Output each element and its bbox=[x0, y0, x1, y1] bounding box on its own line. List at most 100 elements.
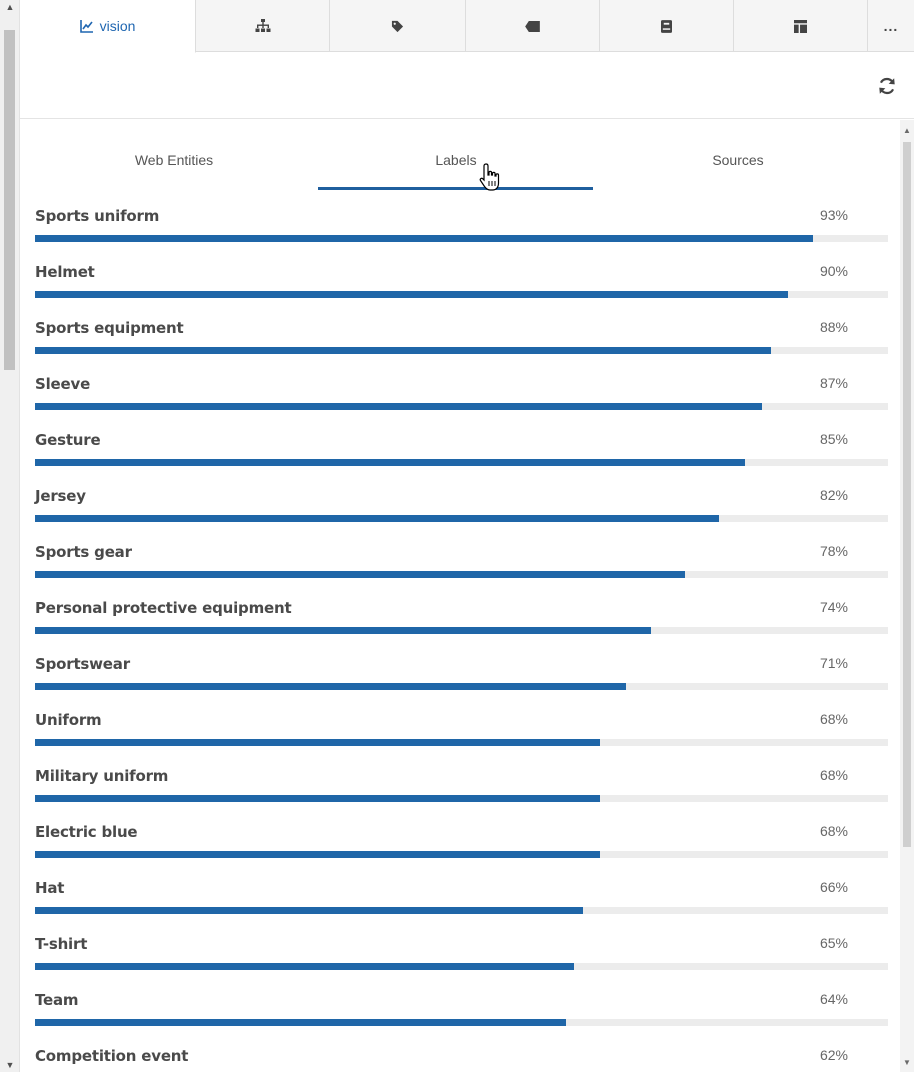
label-score: 90% bbox=[819, 263, 848, 279]
label-name: Electric blue bbox=[35, 823, 138, 841]
list-item: Sports equipment 88% bbox=[35, 310, 888, 366]
vision-results-panel: Web Entities Labels Sources Sports unifo… bbox=[20, 120, 914, 1072]
hand-cursor-icon bbox=[479, 163, 500, 191]
score-bar-track bbox=[35, 403, 888, 410]
tab-labels[interactable] bbox=[466, 0, 600, 52]
score-bar-track bbox=[35, 739, 888, 746]
tab-structure[interactable] bbox=[196, 0, 330, 52]
subtab-labels[interactable]: Labels bbox=[435, 152, 477, 168]
score-bar-fill bbox=[35, 235, 813, 242]
score-bar-fill bbox=[35, 347, 771, 354]
label-name: Personal protective equipment bbox=[35, 599, 292, 617]
scroll-down-icon[interactable]: ▼ bbox=[5, 1060, 15, 1070]
score-bar-track bbox=[35, 851, 888, 858]
list-item: Sportswear 71% bbox=[35, 646, 888, 702]
panel-scroll-up-icon[interactable]: ▲ bbox=[903, 126, 911, 135]
score-bar-track bbox=[35, 235, 888, 242]
list-item: Uniform 68% bbox=[35, 702, 888, 758]
label-score: 64% bbox=[819, 991, 848, 1007]
panel-scroll-down-icon[interactable]: ▼ bbox=[903, 1058, 911, 1067]
list-item: T-shirt 65% bbox=[35, 926, 888, 982]
tab-vision[interactable]: vision bbox=[20, 0, 196, 53]
tab-more[interactable]: ... bbox=[868, 0, 914, 52]
label-name: Jersey bbox=[35, 487, 86, 505]
score-bar-track bbox=[35, 515, 888, 522]
more-icon: ... bbox=[883, 18, 899, 34]
score-bar-fill bbox=[35, 851, 600, 858]
score-bar-fill bbox=[35, 403, 762, 410]
scroll-up-icon[interactable]: ▲ bbox=[5, 2, 15, 12]
score-bar-fill bbox=[35, 683, 626, 690]
label-name: Sports gear bbox=[35, 543, 132, 561]
label-score: 93% bbox=[819, 207, 848, 223]
list-item: Sports gear 78% bbox=[35, 534, 888, 590]
score-bar-track bbox=[35, 627, 888, 634]
label-score: 78% bbox=[819, 543, 848, 559]
score-bar-track bbox=[35, 963, 888, 970]
label-name: Competition event bbox=[35, 1047, 189, 1065]
list-item: Sleeve 87% bbox=[35, 366, 888, 422]
active-subtab-indicator bbox=[318, 187, 593, 190]
panel-scrollbar-thumb[interactable] bbox=[903, 142, 911, 847]
list-item: Military uniform 68% bbox=[35, 758, 888, 814]
list-item: Gesture 85% bbox=[35, 422, 888, 478]
score-bar-fill bbox=[35, 1019, 566, 1026]
table-layout-icon bbox=[794, 19, 807, 33]
label-score: 87% bbox=[819, 375, 848, 391]
list-item: Jersey 82% bbox=[35, 478, 888, 534]
list-item: Sports uniform 93% bbox=[35, 198, 888, 254]
tool-tab-bar: vision bbox=[20, 0, 914, 53]
list-item: Team 64% bbox=[35, 982, 888, 1038]
score-bar-track bbox=[35, 683, 888, 690]
score-bar-fill bbox=[35, 627, 651, 634]
refresh-icon[interactable] bbox=[876, 75, 898, 97]
list-item: Hat 66% bbox=[35, 870, 888, 926]
score-bar-fill bbox=[35, 963, 574, 970]
label-name: Gesture bbox=[35, 431, 101, 449]
label-score: 68% bbox=[819, 767, 848, 783]
label-list: Sports uniform 93% Helmet 90% Sports equipme… bbox=[35, 198, 888, 1072]
label-name: Sports uniform bbox=[35, 207, 160, 225]
page-scrollbar-thumb[interactable] bbox=[4, 30, 15, 370]
score-bar-track bbox=[35, 347, 888, 354]
list-item: Electric blue 68% bbox=[35, 814, 888, 870]
label-name: Sleeve bbox=[35, 375, 91, 393]
tag-icon bbox=[391, 20, 404, 32]
subtab-sources[interactable]: Sources bbox=[712, 152, 764, 168]
tab-book[interactable] bbox=[600, 0, 734, 52]
label-score: 82% bbox=[819, 487, 848, 503]
score-bar-fill bbox=[35, 739, 600, 746]
label-name: Sports equipment bbox=[35, 319, 184, 337]
page-scrollbar[interactable]: ▲ ▼ bbox=[0, 0, 20, 1072]
label-score: 66% bbox=[819, 879, 848, 895]
result-subtabs: Web Entities Labels Sources bbox=[20, 120, 900, 198]
score-bar-track bbox=[35, 795, 888, 802]
subtab-web-entities[interactable]: Web Entities bbox=[134, 152, 214, 168]
score-bar-track bbox=[35, 1019, 888, 1026]
label-name: Helmet bbox=[35, 263, 95, 281]
label-tag-icon bbox=[525, 20, 540, 32]
label-name: Sportswear bbox=[35, 655, 130, 673]
tab-layout[interactable] bbox=[734, 0, 868, 52]
label-score: 68% bbox=[819, 823, 848, 839]
label-score: 74% bbox=[819, 599, 848, 615]
score-bar-fill bbox=[35, 571, 685, 578]
sitemap-icon bbox=[255, 19, 270, 32]
label-name: Uniform bbox=[35, 711, 102, 729]
label-name: Military uniform bbox=[35, 767, 169, 785]
list-item: Helmet 90% bbox=[35, 254, 888, 310]
score-bar-fill bbox=[35, 795, 600, 802]
score-bar-fill bbox=[35, 907, 583, 914]
label-score: 88% bbox=[819, 319, 848, 335]
panel-scrollbar[interactable]: ▲ ▼ bbox=[900, 120, 914, 1072]
label-score: 68% bbox=[819, 711, 848, 727]
label-score: 71% bbox=[819, 655, 848, 671]
label-score: 65% bbox=[819, 935, 848, 951]
list-item: Personal protective equipment 74% bbox=[35, 590, 888, 646]
score-bar-fill bbox=[35, 459, 745, 466]
tab-tags[interactable] bbox=[330, 0, 466, 52]
line-chart-icon bbox=[79, 20, 93, 33]
score-bar-track bbox=[35, 459, 888, 466]
tab-vision-label: vision bbox=[99, 18, 136, 34]
list-item: Competition event 62% bbox=[35, 1038, 888, 1072]
